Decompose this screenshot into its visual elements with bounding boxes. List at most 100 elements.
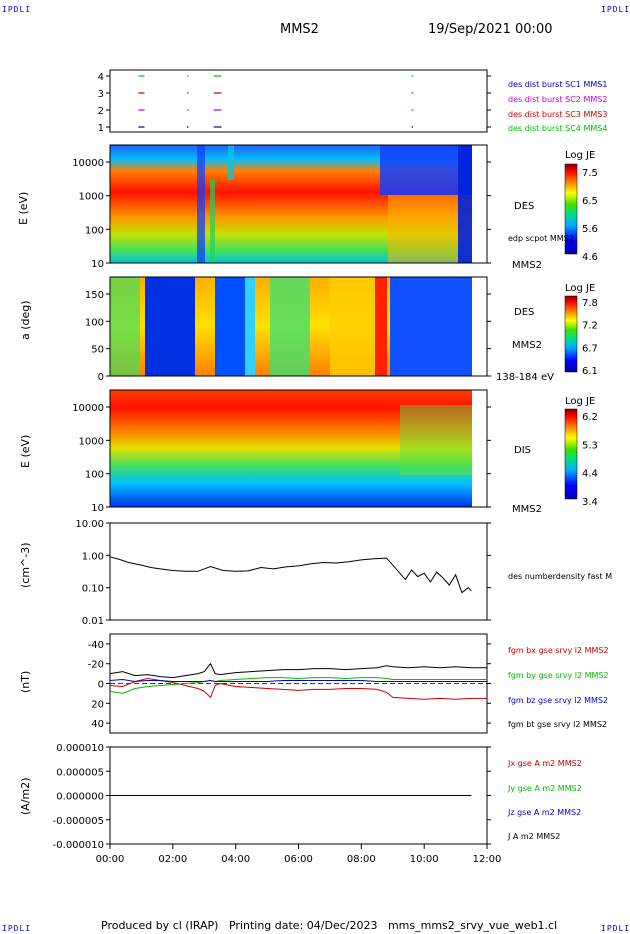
x-axis: 00:00 02:00 04:00 06:00 08:00 10:00 12:00 — [96, 844, 502, 865]
bfield-series-line — [109, 662, 487, 679]
dis-energy-ylabel: E (eV) — [19, 435, 32, 468]
des-pitch-colorbar-tick: 7.8 — [582, 298, 598, 309]
des-energy-dropout — [197, 145, 205, 263]
current-jy-label: Jy gse A m2 MMS2 — [507, 784, 582, 793]
current-ytick-label: 0.000000 — [56, 792, 104, 803]
x-tick-label: 06:00 — [284, 854, 313, 865]
des-pitch-colorbar-title: Log JE — [565, 283, 595, 294]
des-energy-dropout — [210, 180, 215, 263]
bfield-series-line — [109, 678, 487, 683]
bfield-bz-label: fgm bz gse srvy l2 MMS2 — [508, 696, 608, 705]
burst-panel: 1 2 3 4 — [98, 69, 491, 134]
density-series-label: des numberdensity fast M — [508, 572, 612, 581]
des-energy-colorbar-tick: 6.5 — [582, 196, 598, 207]
des-pitch-band — [215, 277, 245, 376]
des-pitch-band — [375, 277, 387, 376]
corner-label-top-left: IPDLI — [2, 5, 32, 14]
corner-label-bottom-right: IPDLI — [601, 924, 630, 933]
des-energy-ytick-label: 100 — [85, 225, 104, 236]
des-pitch-band — [390, 277, 472, 376]
des-energy-colorbar-tick: 7.5 — [582, 168, 598, 179]
dis-energy-flicker-region — [400, 405, 472, 475]
bfield-series-line — [109, 677, 487, 694]
des-energy-ytick-label: 1000 — [79, 192, 104, 203]
current-jz-label: Jz gse A m2 MMS2 — [507, 808, 581, 817]
dis-energy-spacecraft-label: MMS2 — [512, 504, 542, 515]
x-tick-label: 00:00 — [96, 854, 125, 865]
burst-ytick-label: 2 — [98, 106, 104, 117]
des-energy-ytick-label: 10000 — [72, 158, 104, 169]
dis-energy-frame — [109, 389, 488, 508]
dis-energy-ytick-label: 10 — [91, 503, 104, 514]
des-energy-dropout — [458, 145, 472, 263]
des-pitch-colorbar-tick: 6.7 — [582, 343, 598, 354]
bfield-ytick-label: 40 — [91, 719, 104, 730]
des-pitch-band — [110, 277, 140, 376]
current-ytick-label: 0.000005 — [56, 767, 104, 778]
des-energy-no-data — [472, 145, 487, 263]
dis-energy-colorbar-title: Log JE — [565, 396, 595, 407]
corner-label-top-right: IPDLI — [601, 5, 630, 14]
des-pitch-colorbar-tick: 6.1 — [582, 366, 598, 377]
des-pitch-ytick-label: 100 — [85, 317, 104, 328]
x-tick-label: 10:00 — [410, 854, 439, 865]
dis-energy-no-data — [472, 390, 487, 507]
des-pitch-ytick-label: 50 — [91, 345, 104, 356]
dis-energy-colorbar-tick: 4.4 — [582, 469, 598, 480]
dis-energy-colorbar-tick: 5.3 — [582, 440, 598, 451]
dis-energy-ytick-label: 10000 — [72, 403, 104, 414]
des-pitch-label: DES — [514, 307, 534, 318]
dis-energy-label: DIS — [514, 445, 531, 456]
density-ylabel: (cm^-3) — [19, 542, 32, 588]
current-jx-label: Jx gse A m2 MMS2 — [507, 759, 582, 768]
des-pitch-ylabel: a (deg) — [19, 300, 32, 340]
bfield-panel: -40 -20 0 20 40 fgm bx gse srvy l2 MMS2 fgm … — [19, 633, 609, 734]
density-ytick-label: 10.00 — [75, 519, 104, 530]
burst-legend-mms3: des dist burst SC3 MMS3 — [508, 110, 607, 119]
des-energy-colorbar-tick: 4.6 — [582, 252, 598, 263]
des-energy-ylabel: E (eV) — [17, 192, 30, 225]
burst-ytick-label: 1 — [98, 123, 104, 134]
des-energy-spacecraft-label: MMS2 — [512, 260, 542, 271]
des-pitch-energy-range: 138-184 eV — [496, 372, 554, 383]
x-tick-label: 08:00 — [347, 854, 376, 865]
des-energy-colorbar-title: Log JE — [565, 150, 595, 161]
burst-ytick-label: 4 — [98, 72, 104, 83]
bfield-by-label: fgm by gse srvy l2 MMS2 — [508, 671, 609, 680]
des-energy-dropout — [228, 145, 234, 180]
x-tick-label: 12:00 — [473, 854, 502, 865]
bfield-bx-label: fgm bx gse srvy l2 MMS2 — [508, 646, 609, 655]
des-pitch-no-data — [472, 277, 487, 376]
dis-energy-colorbar — [564, 408, 578, 500]
density-ytick-label: 1.00 — [82, 551, 104, 562]
dis-energy-panel: 10 100 1000 10000 Log JE 6.2 5.3 4.4 3.4 DIS M… — [19, 389, 598, 515]
burst-legend-mms2: des dist burst SC2 MMS2 — [508, 95, 607, 104]
des-pitch-colorbar — [564, 295, 578, 373]
des-energy-high-energy-gap — [380, 145, 472, 195]
dis-energy-ytick-label: 1000 — [79, 436, 104, 447]
des-pitch-frame — [109, 276, 488, 377]
des-energy-frame — [109, 144, 488, 264]
des-pitch-colorbar-tick: 7.2 — [582, 321, 598, 332]
corner-label-bottom-left: IPDLI — [2, 924, 32, 933]
dis-energy-ytick-label: 100 — [85, 470, 104, 481]
bfield-ytick-label: -40 — [88, 640, 104, 651]
dis-energy-colorbar-tick: 6.2 — [582, 412, 598, 423]
bfield-ylabel: (nT) — [19, 671, 32, 693]
burst-legend-mms4: des dist burst SC4 MMS4 — [508, 124, 607, 133]
des-pitch-ytick-label: 150 — [85, 290, 104, 301]
des-pitch-ytick-label: 0 — [98, 372, 104, 383]
x-tick-label: 04:00 — [221, 854, 250, 865]
density-ytick-label: 0.10 — [82, 584, 104, 595]
current-j-label: J A m2 MMS2 — [507, 832, 560, 841]
dis-energy-colorbar-tick: 3.4 — [582, 497, 598, 508]
edp-scpot-label: edp scpot MMS2 — [508, 234, 574, 243]
current-panel: -0.000010 -0.000005 0.000000 0.000005 0.0000… — [19, 743, 582, 851]
footer-text: Produced by cl (IRAP) Printing date: 04/… — [101, 919, 558, 932]
des-pitch-band — [270, 277, 310, 376]
bfield-series-line — [109, 677, 487, 700]
bfield-bt-label: fgm bt gse srvy l2 MMS2 — [508, 720, 607, 729]
des-energy-colorbar — [564, 163, 578, 255]
des-pitch-panel: 0 50 100 150 Log JE 7.8 7.2 6.7 6.1 DES MMS2 1… — [19, 276, 598, 383]
